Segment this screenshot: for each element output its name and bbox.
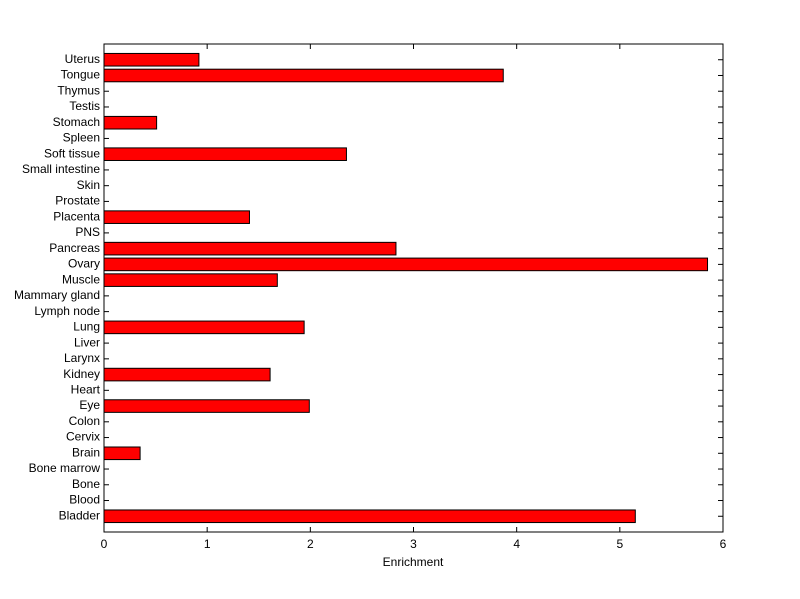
bar [103,320,305,335]
y-tick-label: Eye [79,398,100,412]
bar [103,509,636,524]
bar [103,52,200,67]
x-tick-label: 0 [101,537,108,551]
y-tick-label: Heart [71,382,101,396]
y-tick-label: Mammary gland [14,288,100,302]
bar [103,147,347,161]
x-tick-label: 2 [307,537,314,551]
y-tick-label: Bone marrow [29,461,101,475]
x-tick-label: 4 [513,537,520,551]
bar [103,115,158,130]
y-tick-label: Pancreas [49,241,100,255]
y-tick-label: Skin [77,178,100,192]
bar [103,210,250,224]
plot-frame [103,43,724,533]
y-tick-label: Bone [72,477,100,491]
bar [103,399,310,413]
bar [103,257,709,272]
y-tick-label: Uterus [65,52,100,66]
y-tick-label: Soft tissue [44,146,100,160]
y-tick-label: Lung [73,320,100,334]
bar [103,273,278,287]
x-axis-label: Enrichment [383,555,444,569]
y-tick-label: Testis [69,99,100,113]
y-tick-label: Lymph node [34,304,100,318]
y-tick-label: Stomach [53,115,100,129]
y-tick-label: Liver [74,335,100,349]
y-tick-label: PNS [75,225,100,239]
y-tick-label: Thymus [57,83,100,97]
x-tick-label: 1 [204,537,211,551]
y-tick-label: Bladder [59,508,100,522]
bar [103,68,504,83]
y-tick-label: Muscle [62,272,100,286]
y-tick-label: Larynx [64,351,100,365]
y-tick-label: Kidney [63,367,100,381]
bar [103,367,271,382]
y-tick-label: Cervix [66,430,100,444]
y-tick-label: Prostate [55,194,100,208]
y-tick-label: Small intestine [22,162,100,176]
x-tick-label: 3 [410,537,417,551]
y-tick-label: Tongue [61,68,101,82]
bar [103,446,141,461]
y-tick-label: Placenta [53,209,100,223]
x-tick-label: 6 [720,537,727,551]
y-tick-label: Brain [72,445,100,459]
y-tick-label: Ovary [68,257,100,271]
y-tick-label: Spleen [63,131,100,145]
x-tick-label: 5 [616,537,623,551]
y-tick-label: Blood [69,493,100,507]
y-tick-label: Colon [69,414,100,428]
bar [103,241,397,256]
